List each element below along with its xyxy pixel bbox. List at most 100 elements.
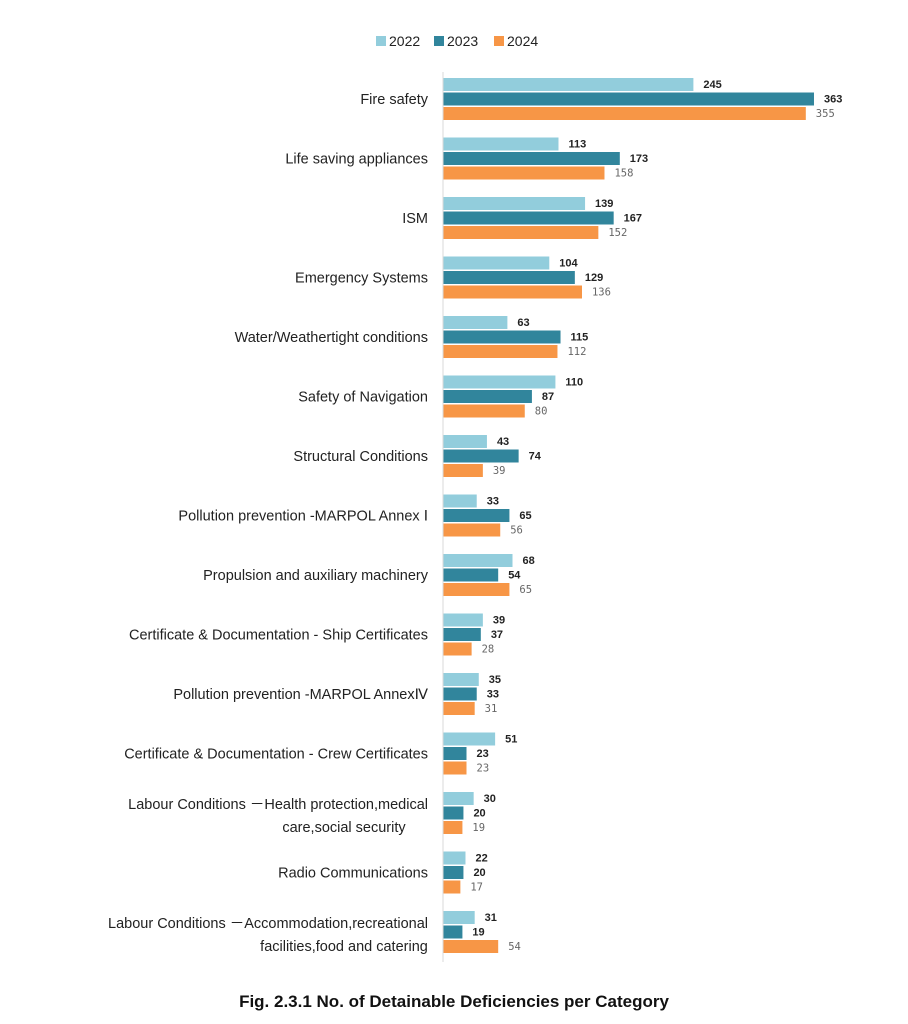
data-label-2022: 139 bbox=[595, 198, 613, 210]
category-label: Labour Conditions －Health protection,med… bbox=[128, 797, 428, 836]
data-label-2024: 112 bbox=[567, 346, 586, 358]
bar-2023 bbox=[443, 449, 519, 463]
category-label: Radio Communications bbox=[278, 866, 428, 882]
category-label-line: facilities,food and catering bbox=[260, 939, 428, 955]
data-label-2023: 129 bbox=[585, 272, 603, 284]
category-label: Water/Weathertight conditions bbox=[235, 330, 428, 346]
bar-2024 bbox=[443, 226, 599, 239]
data-label-2024: 19 bbox=[472, 822, 485, 834]
data-label-2024: 80 bbox=[535, 406, 548, 418]
data-label-2024: 136 bbox=[592, 287, 611, 299]
bar-2024 bbox=[443, 523, 501, 537]
bar-2024 bbox=[443, 464, 483, 477]
data-label-2023: 37 bbox=[491, 629, 503, 641]
data-label-2024: 28 bbox=[482, 644, 495, 656]
bar-2022 bbox=[443, 78, 694, 91]
data-label-2022: 245 bbox=[703, 79, 721, 91]
figure-caption: Fig. 2.3.1 No. of Detainable Deficiencie… bbox=[239, 992, 669, 1011]
data-label-2022: 51 bbox=[505, 734, 517, 746]
category-label: Safety of Navigation bbox=[298, 390, 428, 406]
bar-2023 bbox=[443, 747, 467, 760]
legend-swatch-2024 bbox=[494, 36, 504, 46]
bar-2022 bbox=[443, 851, 466, 865]
category-label-text: Pollution prevention -MARPOL Annex Ⅰ bbox=[178, 509, 428, 525]
bar-2023 bbox=[443, 568, 499, 582]
category-label-text: Life saving appliances bbox=[285, 152, 428, 168]
data-label-2024: 355 bbox=[816, 108, 835, 120]
category-label: Structural Conditions bbox=[293, 449, 428, 465]
chart-legend: 2022 2023 2024 bbox=[376, 33, 538, 49]
category-label: Emergency Systems bbox=[295, 271, 428, 287]
category-label: Pollution prevention -MARPOL AnnexⅣ bbox=[173, 687, 428, 703]
category-label-text: Propulsion and auxiliary machinery bbox=[203, 568, 429, 584]
category-label: ISM bbox=[402, 211, 428, 227]
data-label-2022: 31 bbox=[485, 912, 497, 924]
category-label-text: Pollution prevention -MARPOL AnnexⅣ bbox=[173, 687, 428, 703]
bar-2023 bbox=[443, 330, 561, 344]
data-label-2022: 22 bbox=[475, 853, 487, 865]
bar-2023 bbox=[443, 92, 814, 106]
bar-2022 bbox=[443, 316, 508, 329]
bar-2024 bbox=[443, 166, 605, 180]
data-label-2023: 19 bbox=[472, 927, 484, 939]
category-label: Certificate & Documentation - Ship Certi… bbox=[129, 628, 428, 644]
category-label-line: Labour Conditions －Health protection,med… bbox=[128, 797, 428, 813]
bar-2022 bbox=[443, 613, 483, 627]
data-label-2022: 110 bbox=[565, 377, 583, 389]
category-label: Fire safety bbox=[360, 92, 428, 108]
legend-label-2024: 2024 bbox=[507, 33, 538, 49]
bar-2023 bbox=[443, 628, 481, 641]
bar-2022 bbox=[443, 673, 479, 686]
category-label-text: Fire safety bbox=[360, 92, 428, 108]
data-label-2022: 39 bbox=[493, 615, 505, 627]
bar-2022 bbox=[443, 554, 513, 567]
category-label-text: Water/Weathertight conditions bbox=[235, 330, 428, 346]
bar-2022 bbox=[443, 792, 474, 805]
bar-2024 bbox=[443, 880, 461, 894]
legend-label-2022: 2022 bbox=[389, 33, 420, 49]
data-label-2023: 20 bbox=[473, 808, 485, 820]
data-label-2022: 43 bbox=[497, 436, 509, 448]
bar-2023 bbox=[443, 509, 510, 522]
bar-2022 bbox=[443, 911, 475, 924]
data-label-2023: 363 bbox=[824, 94, 842, 106]
category-label: Life saving appliances bbox=[285, 152, 428, 168]
data-label-2023: 20 bbox=[473, 867, 485, 879]
legend-swatch-2022 bbox=[376, 36, 386, 46]
bar-2022 bbox=[443, 375, 556, 389]
data-label-2023: 115 bbox=[571, 332, 589, 344]
bar-2022 bbox=[443, 197, 586, 210]
data-label-2023: 74 bbox=[529, 451, 542, 463]
data-label-2023: 167 bbox=[624, 213, 642, 225]
data-label-2022: 68 bbox=[522, 555, 534, 567]
value-labels: 245 363 355 113 173 158 139 167 152 104 129 136 63 11… bbox=[470, 79, 842, 953]
bar-marks bbox=[443, 78, 814, 953]
bar-2024 bbox=[443, 642, 472, 656]
bar-2023 bbox=[443, 866, 464, 879]
category-label: Propulsion and auxiliary machinery bbox=[203, 568, 429, 584]
data-label-2023: 23 bbox=[477, 748, 489, 760]
bar-2024 bbox=[443, 583, 510, 596]
data-label-2023: 65 bbox=[519, 510, 531, 522]
bar-2022 bbox=[443, 494, 477, 508]
bar-2022 bbox=[443, 256, 550, 270]
data-label-2024: 152 bbox=[608, 227, 627, 239]
bar-2024 bbox=[443, 821, 463, 834]
bar-2022 bbox=[443, 732, 496, 746]
category-label-text: Certificate & Documentation - Ship Certi… bbox=[129, 628, 428, 644]
category-label: Labour Conditions －Accommodation,recreat… bbox=[108, 916, 428, 955]
data-label-2022: 30 bbox=[484, 793, 496, 805]
data-label-2023: 87 bbox=[542, 391, 554, 403]
data-label-2022: 113 bbox=[568, 139, 586, 151]
bar-2023 bbox=[443, 390, 532, 403]
data-label-2022: 33 bbox=[487, 496, 499, 508]
bar-2024 bbox=[443, 404, 525, 418]
category-labels: Fire safety Life saving appliances ISM Emer… bbox=[108, 92, 429, 955]
data-label-2023: 33 bbox=[487, 689, 499, 701]
bar-2024 bbox=[443, 702, 475, 715]
data-label-2023: 173 bbox=[630, 153, 648, 165]
data-label-2023: 54 bbox=[508, 570, 521, 582]
legend-label-2023: 2023 bbox=[447, 33, 478, 49]
data-label-2024: 23 bbox=[477, 763, 490, 775]
